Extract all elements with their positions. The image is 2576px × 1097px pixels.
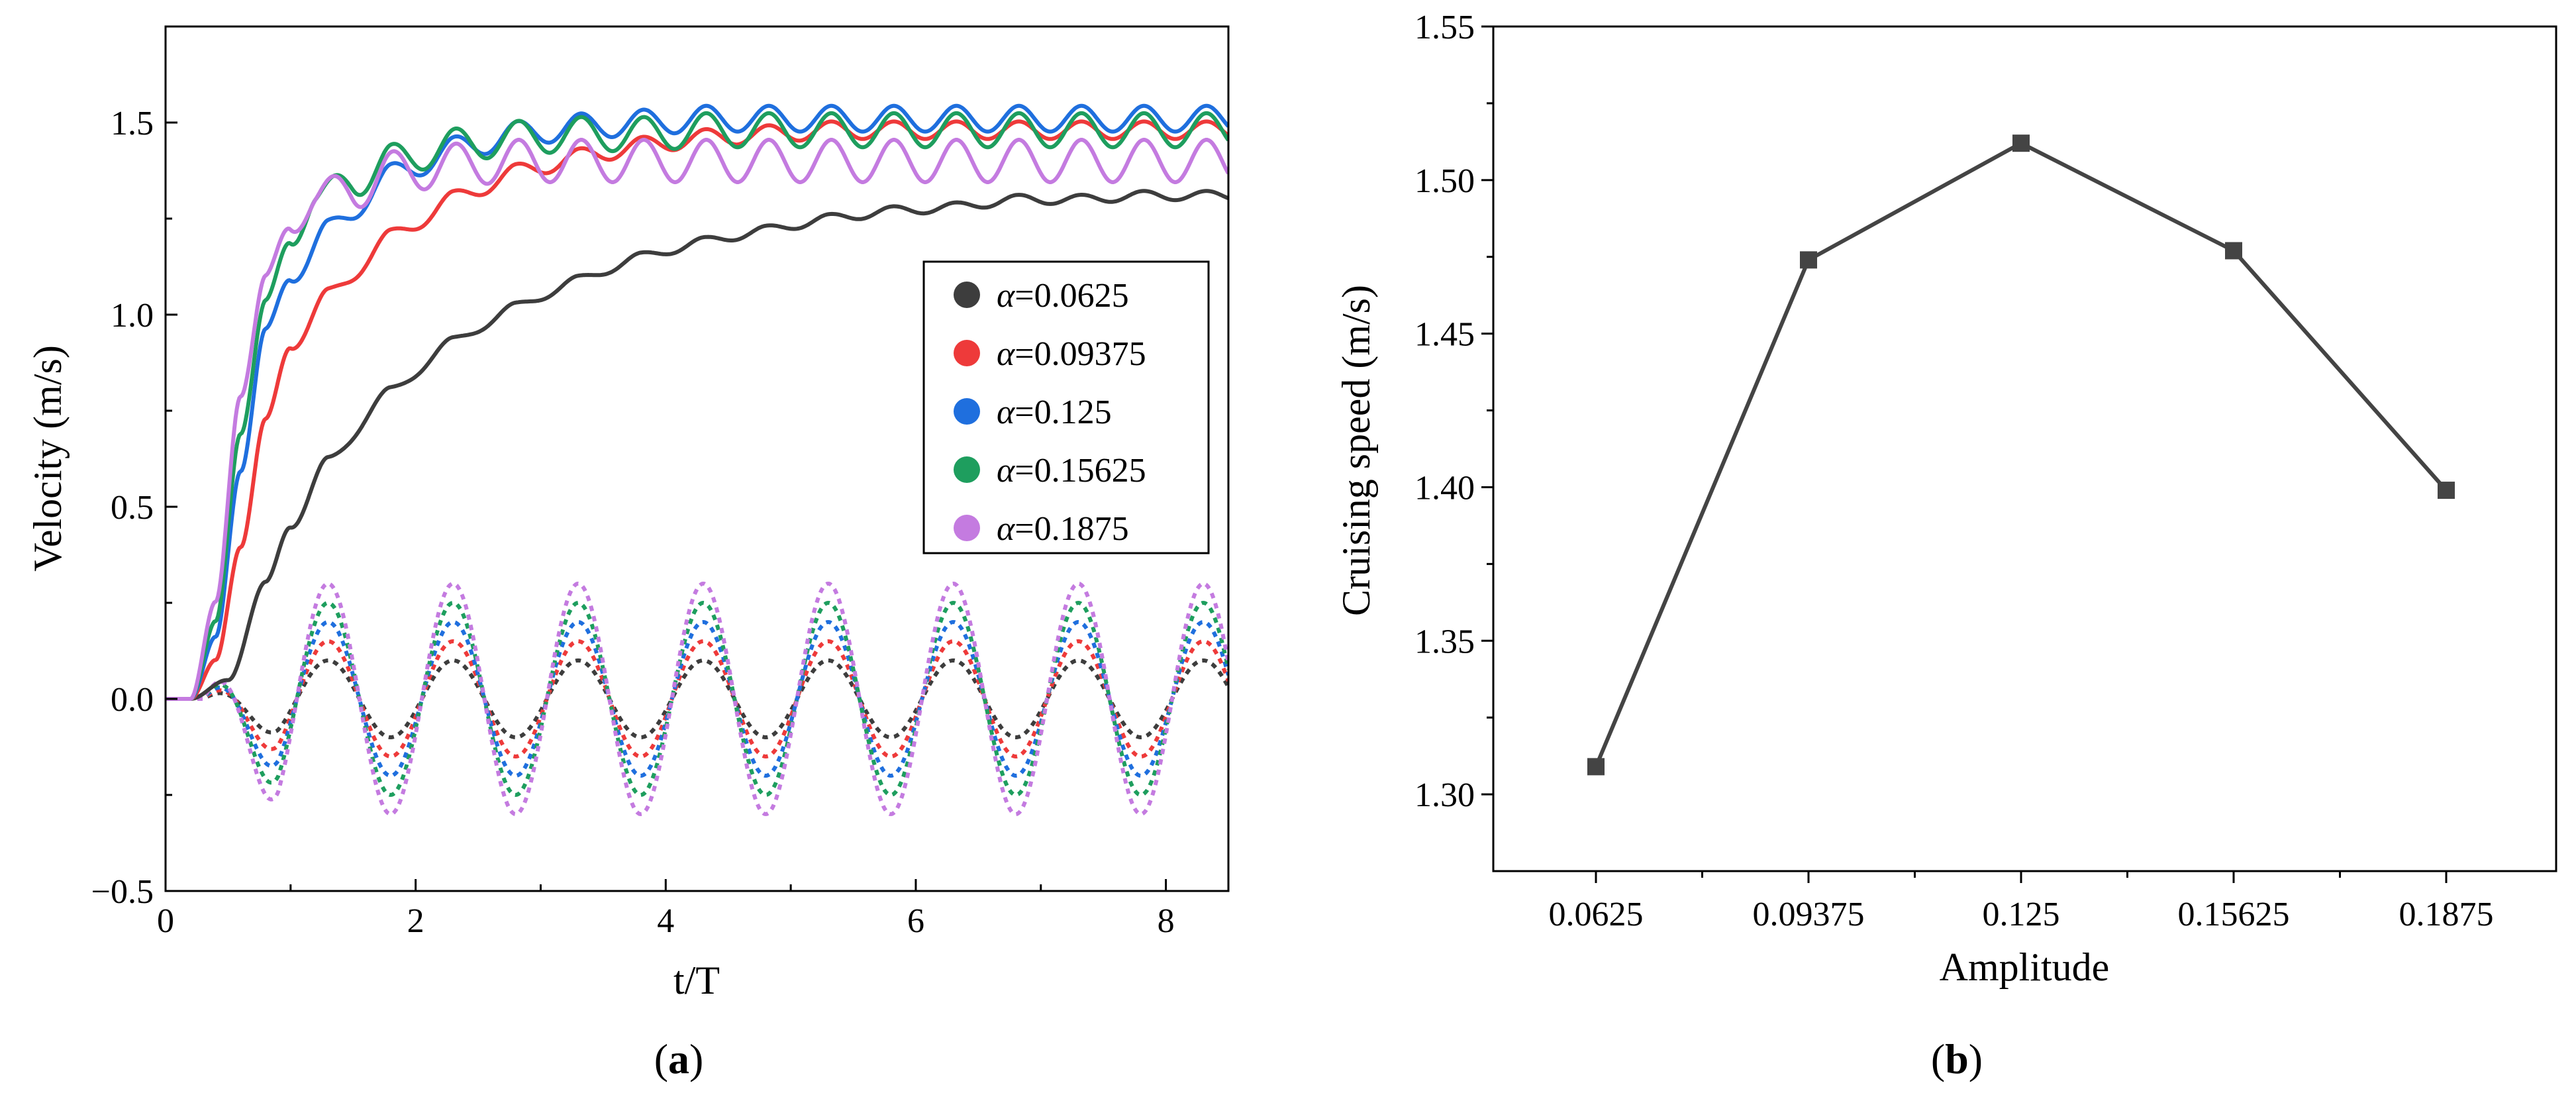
panel-a-x-tick-label: 2 — [407, 902, 424, 940]
panel-a-legend-label: α=0.09375 — [997, 335, 1146, 373]
panel-a-lateral-series-group — [166, 581, 1228, 817]
panel-a: 0 2 4 6 8 −0.5 0.0 0.5 1.0 1.5 t/T Velocity (m/s… — [26, 25, 1230, 1082]
panel-a-legend-marker — [954, 398, 980, 425]
panel-a-forward-velocity-line — [166, 111, 1228, 701]
panel-a-legend-marker — [954, 456, 980, 483]
panel-b-series-group — [1587, 134, 2455, 776]
panel-b-y-axis-title: Cruising speed (m/s) — [1334, 285, 1378, 616]
panel-b-y-tick-label: 1.35 — [1414, 623, 1475, 660]
panel-b-data-point — [2225, 242, 2242, 260]
panel-a-label-close: ) — [689, 1035, 703, 1082]
panel-a-x-tick-label: 0 — [157, 902, 174, 940]
panel-a-label-letter: a — [668, 1035, 689, 1082]
panel-a-y-tick-label: 0.5 — [111, 489, 154, 527]
panel-b-data-point — [1800, 251, 1817, 269]
panel-b-y-tick-label: 1.55 — [1414, 9, 1475, 46]
panel-a-forward-velocity-line — [166, 103, 1228, 701]
panel-b-x-tick-label: 0.1875 — [2399, 896, 2494, 933]
panel-b-x-tick-label: 0.125 — [1983, 896, 2060, 933]
panel-a-label: (a) — [654, 1035, 704, 1082]
panel-b-data-point — [2438, 482, 2455, 499]
panel-a-legend-label: α=0.1875 — [997, 510, 1129, 548]
panel-b-y-tick-label: 1.50 — [1414, 162, 1475, 200]
panel-b-y-ticks: 1.30 1.35 1.40 1.45 1.50 1.55 — [1414, 9, 1493, 814]
panel-a-forward-velocity-line — [166, 138, 1228, 701]
panel-a-legend-marker — [954, 340, 980, 366]
panel-b-x-tick-label: 0.09375 — [1753, 896, 1865, 933]
panel-b-y-tick-label: 1.45 — [1414, 316, 1475, 354]
panel-b-x-axis-title: Amplitude — [1940, 945, 2110, 989]
panel-a-legend-label: α=0.15625 — [997, 452, 1146, 490]
panel-a-x-tick-label: 8 — [1158, 902, 1175, 940]
panel-b-axes-frame — [1492, 25, 2557, 872]
panel-a-axes-frame — [164, 25, 1230, 892]
panel-a-plot-clip-group — [166, 103, 1228, 817]
panel-b: 0.0625 0.09375 0.125 0.15625 0.1875 1.30 1.35… — [1334, 9, 2557, 1082]
panel-a-legend-label: α=0.125 — [997, 393, 1112, 431]
panel-a-y-tick-label: 1.0 — [111, 297, 154, 335]
panel-a-forward-velocity-line — [166, 189, 1228, 701]
panel-a-x-tick-label: 4 — [657, 902, 674, 940]
panel-a-label-open: ( — [654, 1035, 668, 1082]
panel-b-data-point — [1587, 758, 1605, 776]
panel-a-lateral-velocity-line — [166, 619, 1228, 778]
panel-a-legend-marker — [954, 515, 980, 541]
panel-a-forward-series-group — [166, 103, 1228, 701]
panel-a-y-tick-label: 1.5 — [111, 105, 154, 142]
panel-a-lateral-velocity-line — [166, 581, 1228, 817]
panel-b-x-ticks: 0.0625 0.09375 0.125 0.15625 0.1875 — [1549, 871, 2494, 933]
panel-a-x-axis-title: t/T — [673, 959, 720, 1002]
panel-b-y-tick-label: 1.40 — [1414, 469, 1475, 507]
panel-a-y-axis-title: Velocity (m/s) — [26, 345, 70, 572]
panel-a-forward-velocity-line — [166, 119, 1228, 701]
panel-b-x-tick-label: 0.15625 — [2178, 896, 2290, 933]
panel-a-lateral-velocity-line — [166, 639, 1228, 759]
panel-a-legend-label: α=0.0625 — [997, 277, 1129, 315]
panel-a-x-ticks: 0 2 4 6 8 — [157, 879, 1175, 940]
panel-b-label-open: ( — [1931, 1035, 1945, 1082]
panel-a-y-ticks: −0.5 0.0 0.5 1.0 1.5 — [91, 105, 177, 911]
panel-a-y-tick-label: −0.5 — [91, 873, 154, 911]
panel-a-x-tick-label: 6 — [907, 902, 924, 940]
panel-b-data-point — [2012, 134, 2030, 152]
panel-b-label-letter: b — [1945, 1035, 1969, 1082]
panel-a-legend: α=0.0625 α=0.09375 α=0.125 α=0.15625 α=0.187… — [922, 260, 1210, 554]
panel-b-label: (b) — [1931, 1035, 1983, 1082]
panel-a-y-tick-label: 0.0 — [111, 681, 154, 719]
panel-a-lateral-velocity-line — [166, 658, 1228, 740]
panel-b-cruising-speed-line — [1594, 140, 2448, 768]
panel-b-label-close: ) — [1969, 1035, 1983, 1082]
panel-b-y-tick-label: 1.30 — [1414, 776, 1475, 814]
panel-a-legend-marker — [954, 282, 980, 308]
panel-b-x-tick-label: 0.0625 — [1549, 896, 1644, 933]
